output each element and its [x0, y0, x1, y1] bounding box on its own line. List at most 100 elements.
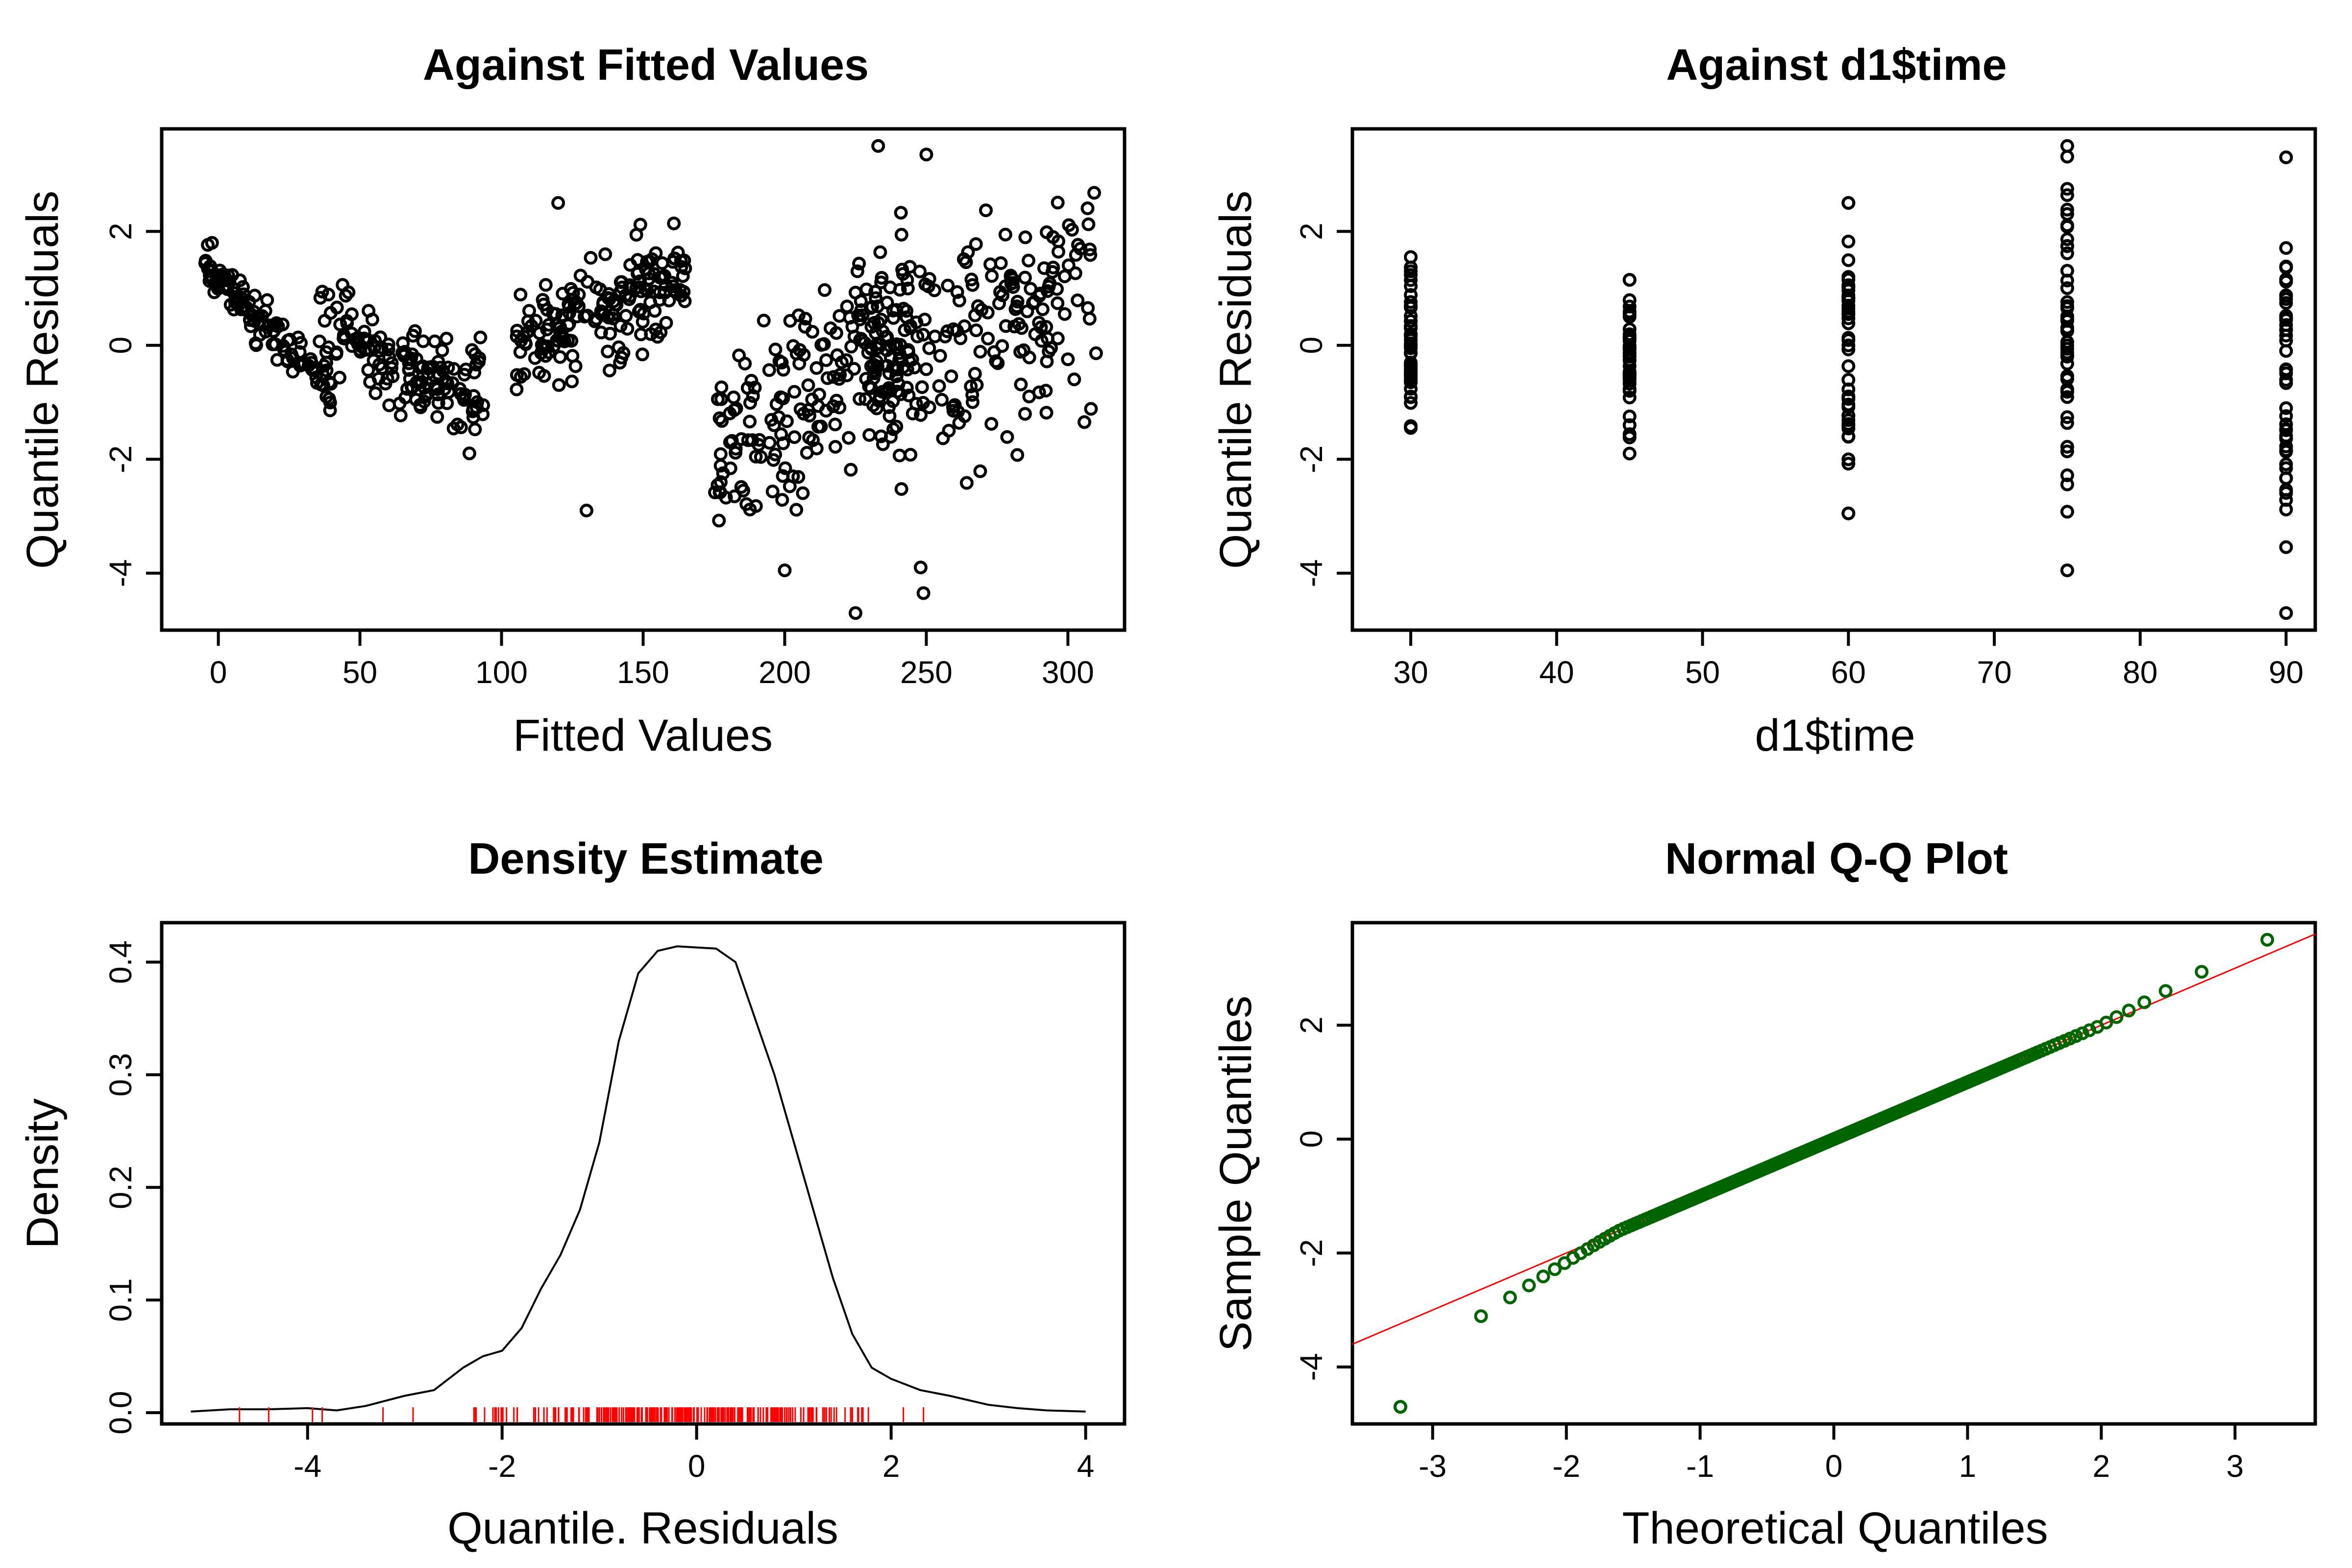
- data-point: [844, 340, 858, 354]
- data-point: [780, 414, 794, 428]
- data-point: [381, 343, 395, 357]
- data-point: [566, 293, 581, 307]
- data-point: [708, 485, 722, 499]
- data-point: [556, 287, 570, 301]
- x-tick-label: 2: [882, 1448, 900, 1484]
- data-point: [845, 319, 859, 334]
- data-point: [882, 409, 897, 423]
- data-point: [1004, 270, 1018, 284]
- data-point: [620, 321, 635, 336]
- data-point: [894, 482, 908, 496]
- x-axis-label: Fitted Values: [513, 710, 773, 760]
- data-point: [1841, 430, 1856, 444]
- plot-frame: [160, 921, 1127, 1426]
- data-point: [678, 294, 692, 308]
- data-point: [1841, 272, 1856, 287]
- data-point: [631, 253, 645, 267]
- data-point: [793, 402, 808, 416]
- data-point: [430, 410, 444, 424]
- data-point: [853, 313, 867, 327]
- data-point: [999, 319, 1013, 333]
- data-point: [550, 333, 564, 347]
- data-point: [995, 339, 1009, 353]
- data-point: [1087, 186, 1102, 200]
- data-point: [414, 400, 428, 415]
- data-point: [895, 263, 909, 277]
- data-point: [850, 264, 864, 278]
- data-point: [922, 341, 936, 355]
- qq-point: [2109, 1010, 2124, 1024]
- x-tick-label: 3: [2226, 1448, 2244, 1484]
- data-point: [1032, 385, 1046, 399]
- data-point: [233, 273, 247, 288]
- data-point: [2279, 401, 2293, 415]
- data-point: [859, 282, 874, 296]
- data-point: [749, 449, 763, 464]
- marks: [1352, 932, 2316, 1414]
- data-point: [198, 254, 213, 268]
- y-tick-label: -2: [1294, 445, 1329, 473]
- data-point: [802, 409, 816, 423]
- data-point: [844, 463, 858, 477]
- data-point: [998, 227, 1012, 242]
- data-point: [1010, 448, 1025, 462]
- data-point: [392, 396, 407, 411]
- qq-point: [2137, 995, 2152, 1009]
- data-point: [880, 295, 894, 310]
- data-point: [919, 362, 933, 376]
- data-point: [514, 370, 528, 384]
- data-point: [1081, 217, 1096, 231]
- data-point: [2279, 241, 2293, 255]
- data-point: [2279, 376, 2293, 390]
- data-point: [1082, 312, 1097, 326]
- x-tick-label: -2: [1552, 1448, 1580, 1484]
- data-point: [1071, 238, 1085, 252]
- data-point: [385, 361, 399, 375]
- x-tick-label: 1: [1959, 1448, 1977, 1484]
- data-point: [514, 288, 528, 302]
- data-point: [1004, 276, 1018, 291]
- x-tick-label: 0: [1825, 1448, 1843, 1484]
- data-point: [826, 399, 840, 413]
- data-point: [840, 368, 854, 383]
- data-point: [431, 396, 445, 410]
- y-axis-label: Density: [18, 1099, 68, 1249]
- outlier-point: [551, 196, 565, 210]
- data-point: [1078, 415, 1092, 429]
- data-point: [869, 354, 883, 368]
- data-point: [332, 370, 346, 385]
- data-point: [598, 247, 612, 261]
- data-point: [712, 411, 727, 425]
- data-point: [378, 376, 392, 391]
- data-point: [1051, 245, 1065, 259]
- data-point: [1037, 261, 1052, 275]
- data-point: [979, 203, 993, 218]
- data-point: [659, 316, 673, 330]
- data-point: [744, 374, 759, 388]
- data-point: [365, 313, 379, 327]
- data-point: [936, 431, 950, 445]
- data-point: [2279, 444, 2293, 458]
- data-point: [1035, 302, 1050, 317]
- outlier-point: [871, 139, 885, 153]
- data-point: [902, 388, 916, 402]
- data-point: [603, 326, 617, 341]
- data-point: [642, 266, 656, 280]
- data-point: [536, 342, 550, 356]
- data-point: [853, 392, 867, 406]
- outlier-point: [913, 561, 928, 575]
- y-tick-label: -4: [1294, 1353, 1329, 1381]
- data-point: [570, 309, 584, 323]
- data-point: [2279, 502, 2293, 516]
- data-point: [1071, 293, 1085, 307]
- data-point: [880, 359, 894, 373]
- data-point: [801, 378, 815, 392]
- x-tick-label: -4: [294, 1448, 321, 1484]
- data-point: [757, 314, 771, 328]
- data-point: [1061, 352, 1075, 367]
- data-point: [964, 379, 978, 393]
- data-point: [450, 417, 465, 432]
- data-point: [880, 330, 894, 344]
- data-point: [597, 307, 611, 321]
- data-point: [633, 218, 647, 232]
